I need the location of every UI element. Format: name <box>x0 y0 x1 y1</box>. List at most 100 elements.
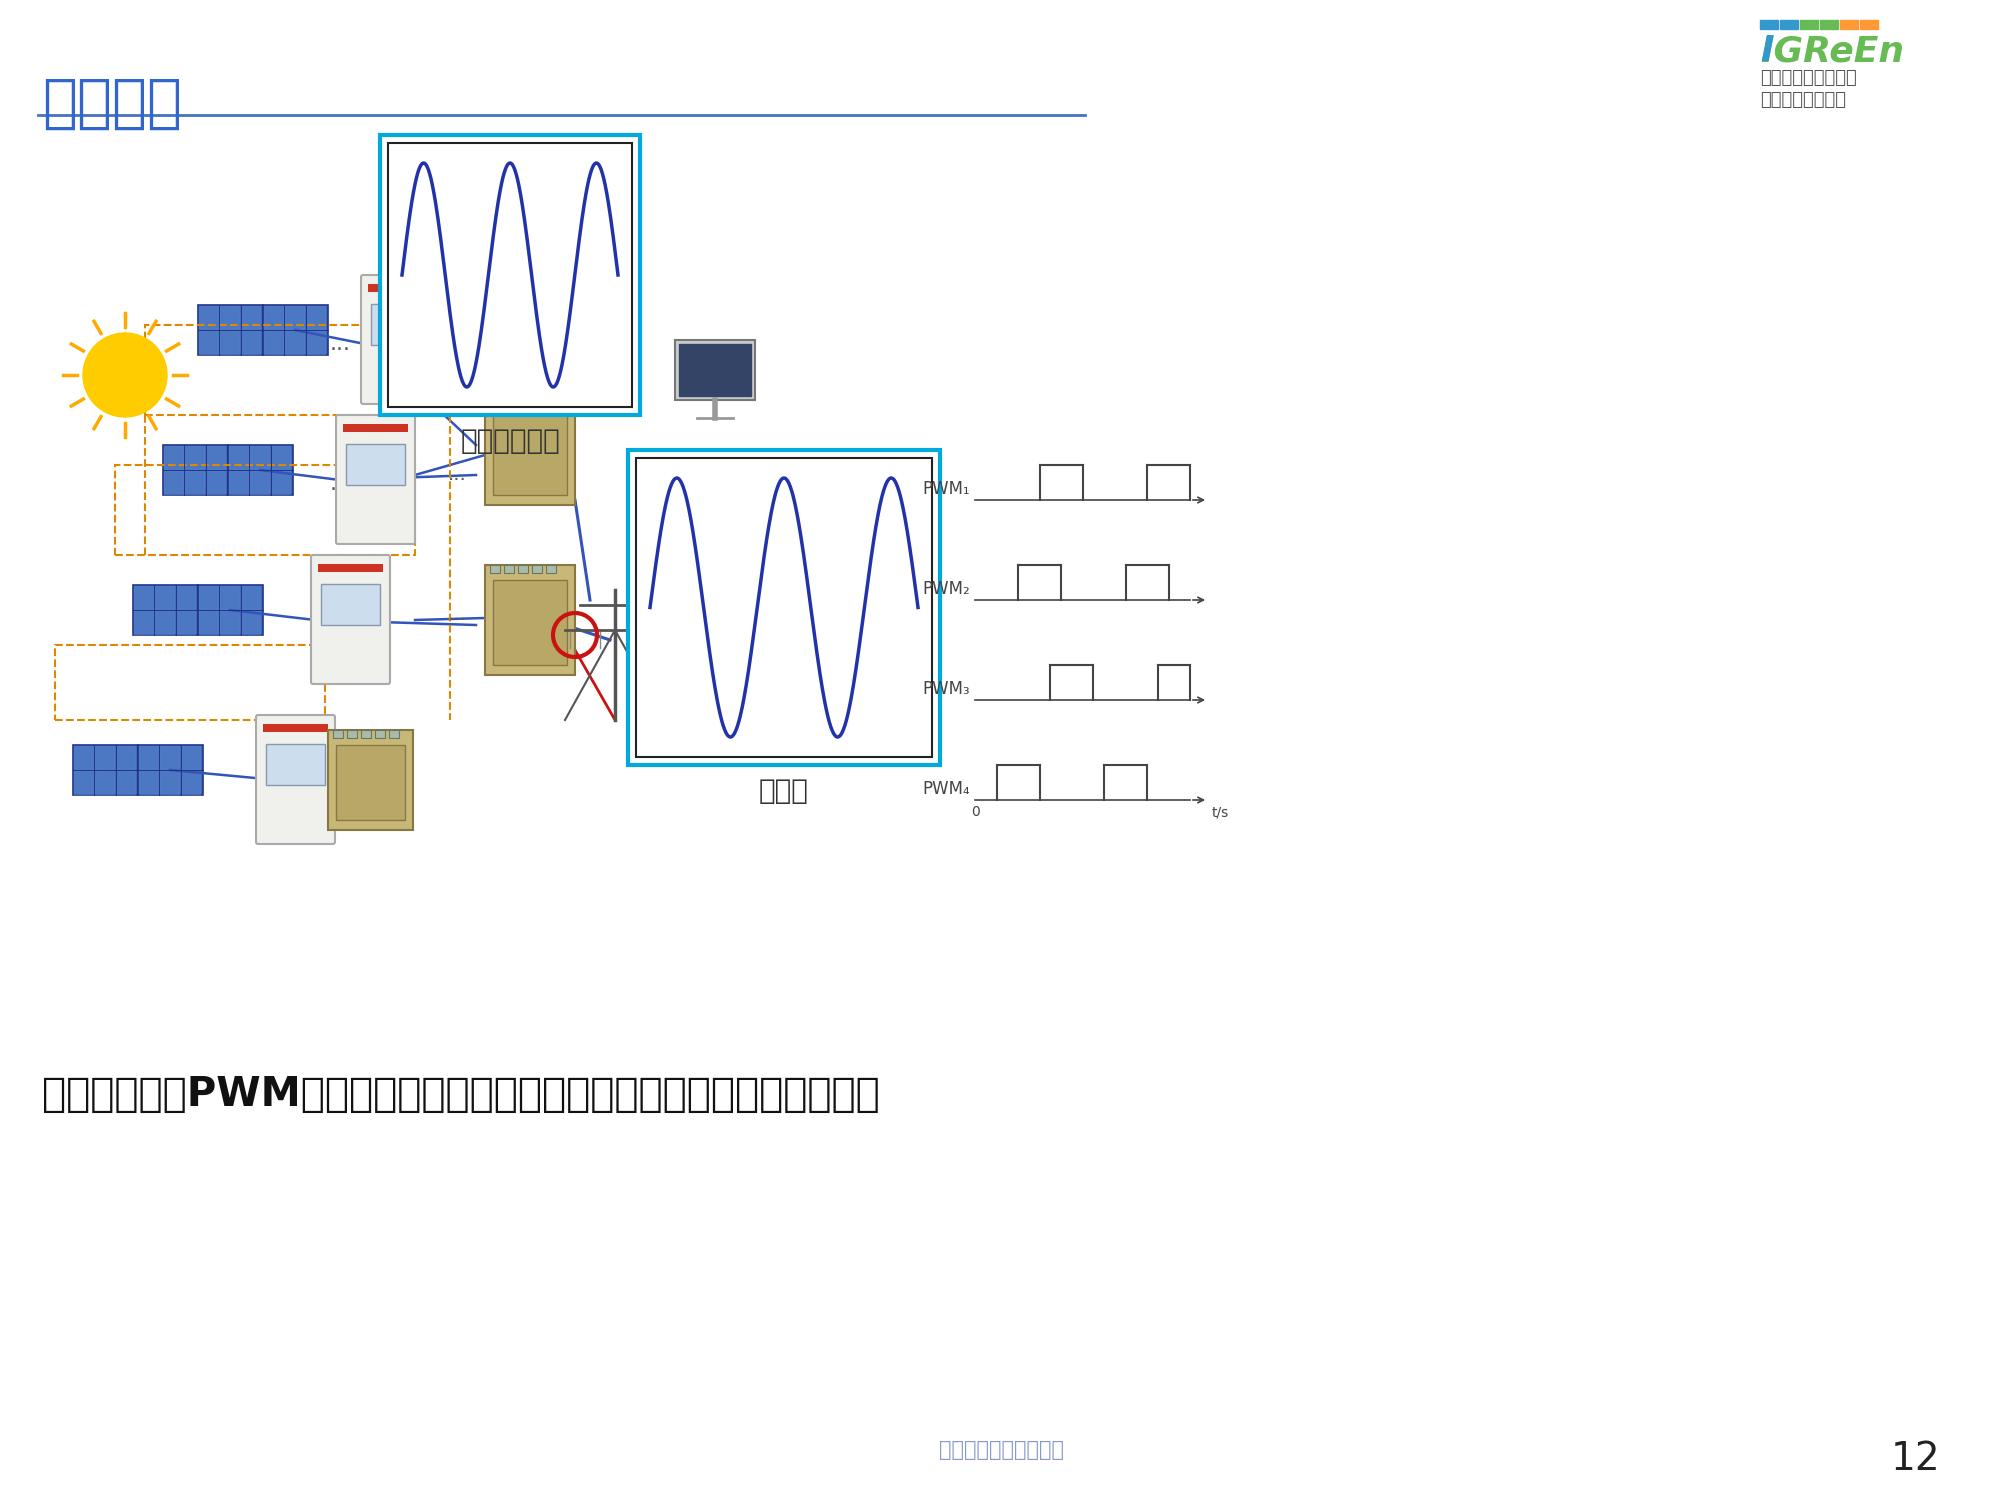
Bar <box>320 584 380 624</box>
Bar <box>162 444 228 495</box>
Bar <box>504 564 514 573</box>
Bar <box>484 564 574 675</box>
Bar <box>206 446 224 468</box>
Text: 《电工技术学报》发布: 《电工技术学报》发布 <box>938 1439 1063 1460</box>
Bar <box>240 611 260 633</box>
Text: ···: ··· <box>330 480 350 500</box>
Text: 12: 12 <box>1891 1439 1941 1478</box>
FancyBboxPatch shape <box>256 714 334 844</box>
Text: PWM₃: PWM₃ <box>922 680 970 698</box>
Bar <box>546 395 556 402</box>
Bar <box>164 446 182 468</box>
Bar <box>532 395 542 402</box>
Text: 基本原理: 基本原理 <box>42 75 182 132</box>
Bar <box>164 471 182 494</box>
Bar <box>198 585 218 609</box>
Bar <box>264 306 282 329</box>
Bar <box>492 579 566 665</box>
Bar <box>490 395 500 402</box>
Bar <box>198 585 262 635</box>
Bar <box>342 423 408 432</box>
Bar <box>546 564 556 573</box>
Text: 0: 0 <box>970 805 978 820</box>
Bar <box>220 306 238 329</box>
Bar <box>1841 20 1859 29</box>
Text: 山东大学可再生能源: 山东大学可再生能源 <box>1761 69 1857 87</box>
Bar <box>270 446 290 468</box>
Bar <box>116 746 134 769</box>
Bar <box>134 611 152 633</box>
Bar <box>370 305 430 345</box>
Bar <box>228 444 292 495</box>
Bar <box>184 446 204 468</box>
Bar <box>1781 20 1799 29</box>
Bar <box>228 471 248 494</box>
Bar <box>284 306 304 329</box>
Text: ···: ··· <box>448 330 466 350</box>
FancyBboxPatch shape <box>336 414 414 543</box>
Bar <box>284 332 304 354</box>
Bar <box>306 306 324 329</box>
Text: t/s: t/s <box>1213 805 1229 820</box>
Bar <box>318 564 382 572</box>
Text: PWM₁: PWM₁ <box>922 480 970 498</box>
Bar <box>266 744 324 785</box>
Bar <box>240 332 260 354</box>
Bar <box>518 395 528 402</box>
FancyBboxPatch shape <box>380 135 640 414</box>
Bar <box>264 332 282 354</box>
Bar <box>1761 20 1779 29</box>
Bar <box>132 585 198 635</box>
Text: PWM₂: PWM₂ <box>922 579 970 597</box>
Text: ···: ··· <box>330 620 350 639</box>
Bar <box>518 564 528 573</box>
Bar <box>368 284 432 293</box>
Text: ···: ··· <box>448 611 466 629</box>
Bar <box>250 471 268 494</box>
Bar <box>1861 20 1879 29</box>
Bar <box>198 306 218 329</box>
Bar <box>154 611 174 633</box>
Bar <box>484 395 574 504</box>
Bar <box>262 723 328 732</box>
Bar <box>336 744 404 820</box>
Bar <box>184 471 204 494</box>
Bar <box>328 729 412 830</box>
Bar <box>180 746 200 769</box>
Bar <box>346 444 404 485</box>
Bar <box>1821 20 1839 29</box>
Bar <box>240 306 260 329</box>
Bar <box>160 772 178 794</box>
Bar <box>492 410 566 495</box>
FancyBboxPatch shape <box>628 450 940 766</box>
Text: 与智能电网研究所: 与智能电网研究所 <box>1761 92 1847 110</box>
Bar <box>138 746 158 769</box>
Bar <box>360 729 370 738</box>
FancyBboxPatch shape <box>636 458 932 757</box>
FancyBboxPatch shape <box>388 143 632 407</box>
Bar <box>176 611 194 633</box>
Bar <box>504 395 514 402</box>
Bar <box>532 564 542 573</box>
Bar <box>74 746 92 769</box>
Bar <box>180 772 200 794</box>
Bar <box>228 446 248 468</box>
Bar <box>490 564 500 573</box>
Bar <box>250 446 268 468</box>
Bar <box>72 744 138 796</box>
Bar <box>374 729 384 738</box>
Bar <box>262 305 328 356</box>
FancyBboxPatch shape <box>310 555 390 684</box>
Text: 总电流: 总电流 <box>758 778 808 805</box>
Bar <box>270 471 290 494</box>
Bar <box>240 585 260 609</box>
Bar <box>198 305 262 356</box>
Bar <box>306 332 324 354</box>
Text: I: I <box>1761 35 1773 68</box>
Bar <box>138 772 158 794</box>
Text: 各变换器电流: 各变换器电流 <box>460 426 560 455</box>
Circle shape <box>82 333 166 417</box>
Text: PWM₄: PWM₄ <box>922 781 970 799</box>
Bar <box>116 772 134 794</box>
Bar <box>138 744 202 796</box>
